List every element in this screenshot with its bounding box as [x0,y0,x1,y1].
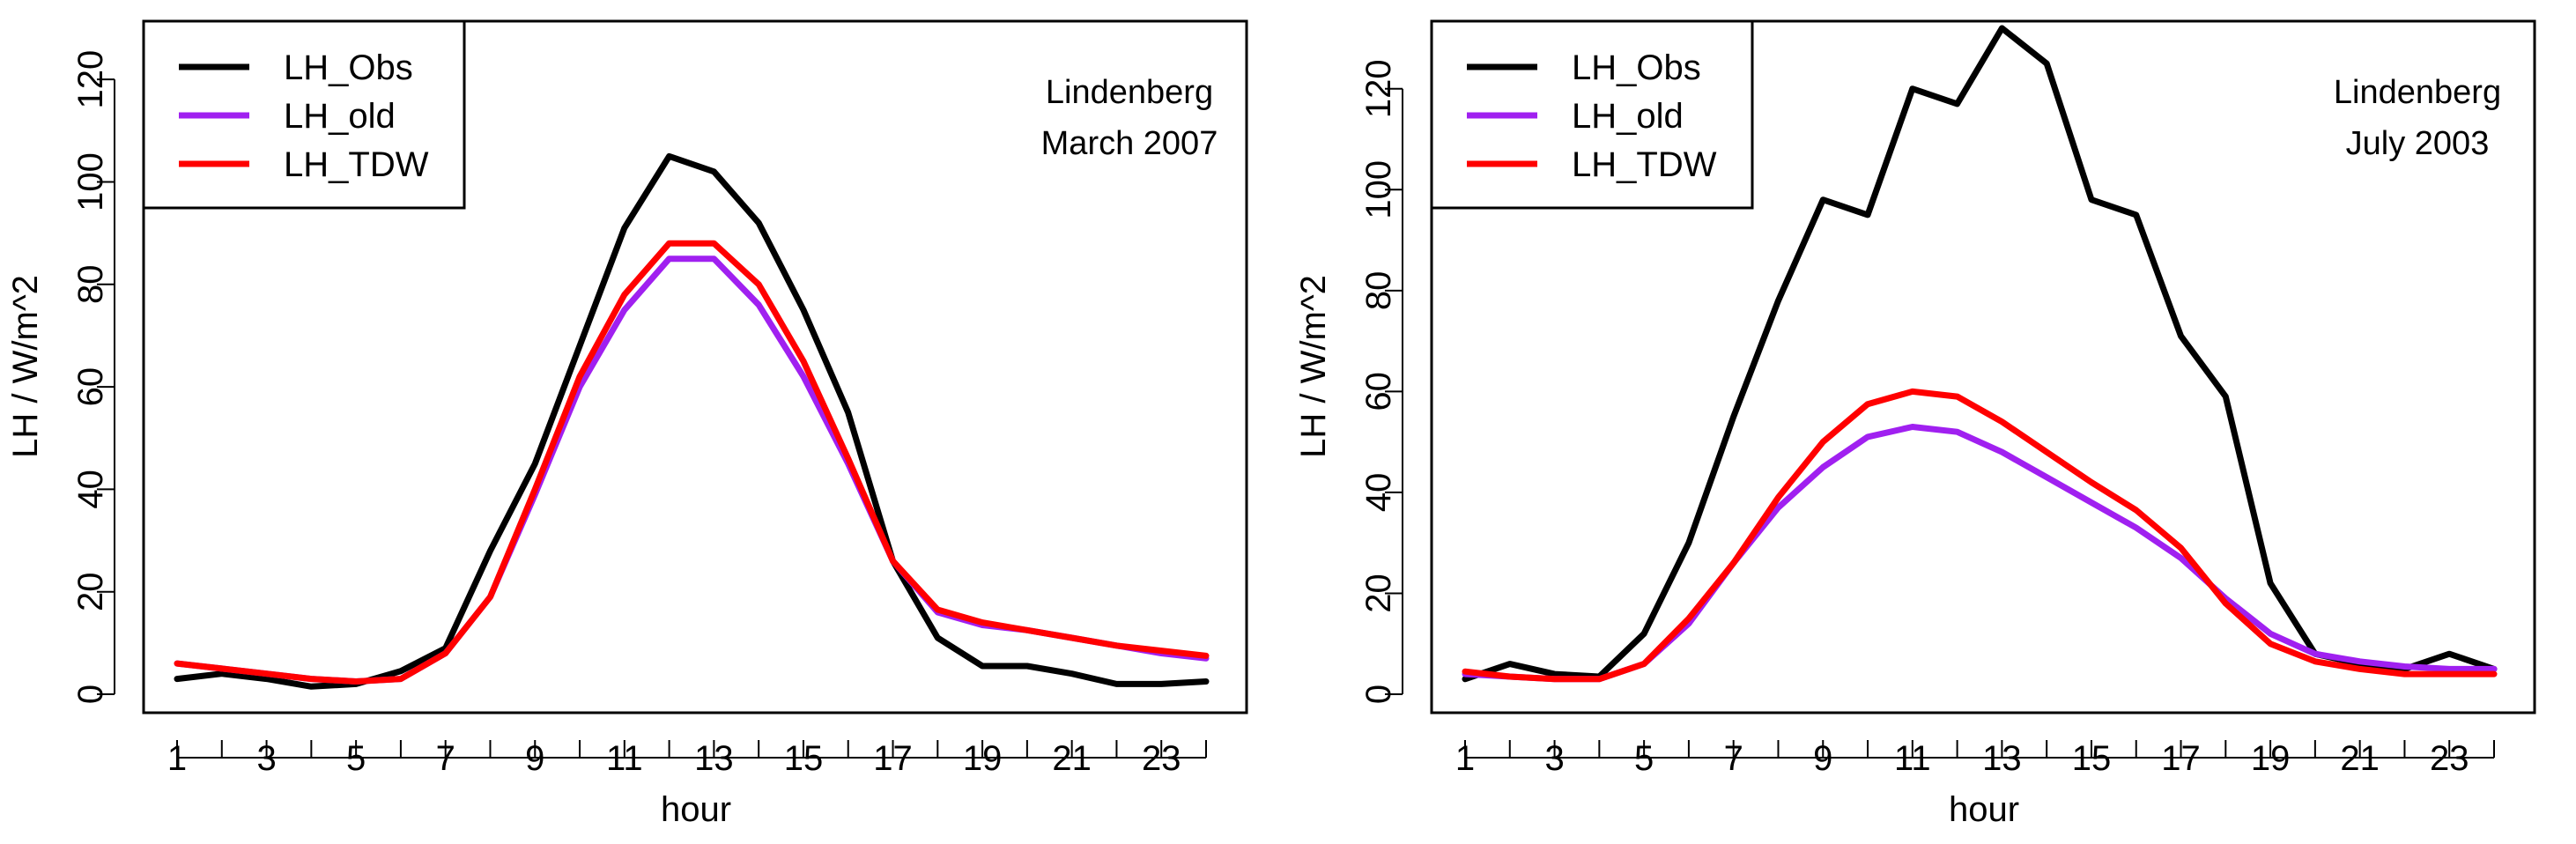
plot-frame [1430,19,2536,714]
y-axis-title: LH / W/m^2 [1294,275,1333,458]
x-tick-label: 13 [1982,739,2022,778]
x-tick-label: 21 [2340,739,2380,778]
y-tick-label: 100 [1359,160,1398,219]
y-tick-label: 20 [71,572,110,611]
x-tick-label: 15 [2072,739,2112,778]
y-tick-label: 80 [1359,271,1398,311]
y-tick-label: 60 [71,367,110,407]
x-tick-label: 7 [436,739,455,778]
x-tick-label: 11 [1894,739,1931,778]
y-tick-label: 120 [71,50,110,109]
series-line-lh-tdw [1462,388,2498,683]
annotation-station: Lindenberg [2334,74,2501,111]
x-tick-label: 3 [256,739,276,778]
x-tick-label: 21 [1052,739,1092,778]
y-tick-label: 0 [1359,685,1398,704]
x-tick-label: 5 [1634,739,1654,778]
y-tick-label: 80 [71,265,110,305]
x-tick-label: 19 [2251,739,2291,778]
x-tick-label: 11 [606,739,643,778]
plot-frame [142,19,1248,714]
y-tick-label: 20 [1359,574,1398,613]
x-tick-label: 9 [525,739,544,778]
y-axis-title: LH / W/m^2 [6,275,45,458]
y-tick-label: 0 [71,685,110,704]
x-tick-label: 17 [873,739,913,778]
series-line-lh-old [174,255,1210,685]
y-tick-label: 120 [1359,59,1398,118]
annotation-period: March 2007 [1041,125,1218,162]
x-tick-label: 23 [1142,739,1181,778]
y-tick-label: 40 [1359,473,1398,513]
legend-label-obs: LH_Obs [284,48,413,87]
annotation-station: Lindenberg [1046,74,1213,111]
x-tick-label: 17 [2161,739,2201,778]
legend-label-tdw: LH_TDW [284,145,429,184]
x-tick-label: 5 [346,739,366,778]
legend-label-obs: LH_Obs [1572,48,1701,87]
y-tick-label: 100 [71,152,110,211]
annotation-period: July 2003 [2346,125,2490,162]
legend-label-old: LH_old [284,97,396,136]
chart-panel-july-2003: 1 3 5 7 9 11 13 15 17 19 21 23 0 20 40 60 80 100 120 hour … [1288,0,2576,844]
x-tick-label: 1 [1455,739,1475,778]
series-line-lh-old [1462,424,2498,683]
series-line-lh-tdw [174,240,1210,685]
legend-label-tdw: LH_TDW [1572,145,1717,184]
x-tick-label: 3 [1544,739,1564,778]
x-tick-label: 13 [694,739,734,778]
x-tick-label: 15 [784,739,824,778]
y-tick-label: 40 [71,470,110,509]
x-axis-title: hour [661,790,731,829]
series-line-lh-obs [174,152,1210,690]
x-tick-label: 7 [1724,739,1743,778]
x-tick-label: 9 [1813,739,1832,778]
x-tick-label: 19 [963,739,1003,778]
legend-label-old: LH_old [1572,97,1684,136]
x-tick-label: 23 [2430,739,2469,778]
x-tick-label: 1 [167,739,187,778]
chart-panel-march-2007: 1 3 5 7 9 11 13 15 17 19 21 23 0 20 40 60 80 100 120 hour … [6,19,1248,829]
y-tick-label: 60 [1359,372,1398,411]
x-axis-title: hour [1949,790,2019,829]
